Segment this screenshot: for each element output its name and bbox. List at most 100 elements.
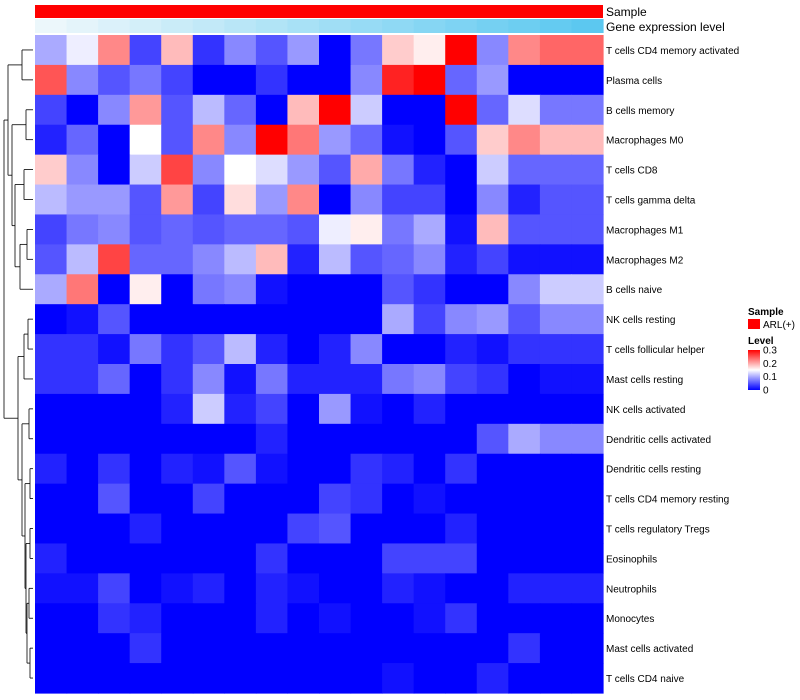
- heatmap-cell: [98, 453, 131, 485]
- heatmap-cell: [350, 274, 383, 305]
- heatmap-cell: [413, 35, 446, 66]
- heatmap-cell: [98, 423, 131, 455]
- heatmap-cell: [571, 214, 604, 245]
- heatmap-cell: [350, 513, 383, 545]
- heatmap-cell: [98, 573, 131, 604]
- heatmap-cell: [192, 94, 225, 126]
- heatmap-cell: [129, 453, 162, 485]
- heatmap-cell: [539, 483, 573, 515]
- legend-tick-label: 0.2: [763, 359, 777, 370]
- heatmap-cell: [445, 274, 478, 305]
- heatmap-cell: [35, 334, 68, 365]
- heatmap-cell: [287, 364, 320, 395]
- heatmap-cell: [539, 453, 573, 485]
- heatmap-cell: [508, 543, 541, 574]
- heatmap-cell: [255, 35, 289, 66]
- heatmap-cell: [255, 663, 289, 694]
- heatmap-cell: [476, 633, 509, 664]
- heatmap-cell: [445, 573, 478, 604]
- heatmap-cell: [508, 244, 541, 275]
- heatmap-cell: [98, 214, 131, 245]
- expression-annotation-cell: [571, 19, 604, 33]
- heatmap-cell: [129, 423, 162, 455]
- row-label: T cells CD4 memory resting: [606, 495, 729, 506]
- legend: Sample ARL(+) Level 0.3 0.2 0.1 0: [748, 307, 795, 397]
- heatmap-cell: [445, 154, 478, 186]
- heatmap-cell: [192, 663, 225, 694]
- heatmap-cell: [382, 64, 415, 96]
- heatmap-cell: [98, 64, 131, 96]
- heatmap-cell: [319, 64, 352, 96]
- heatmap-cell: [350, 244, 383, 275]
- heatmap-cell: [508, 364, 541, 395]
- heatmap-cell: [539, 603, 573, 634]
- expression-annotation-cell: [224, 19, 257, 33]
- heatmap-cell: [66, 663, 99, 694]
- legend-color-bar: [748, 350, 760, 390]
- heatmap-cell: [476, 214, 509, 245]
- heatmap-cell: [571, 274, 604, 305]
- expression-annotation-cell: [287, 19, 320, 33]
- heatmap-cell: [350, 184, 383, 216]
- heatmap-cell: [508, 304, 541, 335]
- heatmap-cell: [66, 214, 99, 245]
- heatmap-cell: [319, 304, 352, 335]
- heatmap-cell: [66, 603, 99, 634]
- expression-annotation-cell: [539, 19, 573, 33]
- heatmap-cell: [287, 663, 320, 694]
- heatmap-cell: [287, 633, 320, 664]
- heatmap-cell: [350, 603, 383, 634]
- heatmap-cell: [224, 184, 257, 216]
- heatmap-cell: [224, 35, 257, 66]
- heatmap-cell: [413, 214, 446, 245]
- heatmap-cell: [350, 453, 383, 485]
- heatmap-cell: [129, 64, 162, 96]
- heatmap-cell: [129, 543, 162, 574]
- heatmap-cell: [382, 35, 415, 66]
- row-label: T cells regulatory Tregs: [606, 525, 710, 536]
- heatmap-cell: [413, 244, 446, 275]
- heatmap-cell: [66, 244, 99, 275]
- heatmap-cell: [224, 633, 257, 664]
- heatmap-cell: [161, 64, 194, 96]
- heatmap-cell: [382, 663, 415, 694]
- heatmap-cell: [129, 663, 162, 694]
- row-label: T cells CD4 naive: [606, 674, 685, 685]
- heatmap-cell: [319, 124, 352, 156]
- heatmap-cell: [539, 94, 573, 126]
- heatmap-cell: [224, 64, 257, 96]
- heatmap-cell: [66, 154, 99, 186]
- heatmap-cell: [224, 124, 257, 156]
- heatmap-cell: [98, 513, 131, 545]
- heatmap-cell: [445, 364, 478, 395]
- heatmap-cell: [161, 573, 194, 604]
- heatmap-cell: [382, 633, 415, 664]
- heatmap-cell: [35, 94, 68, 126]
- heatmap-cell: [255, 543, 289, 574]
- heatmap-cell: [571, 423, 604, 455]
- heatmap-cell: [382, 184, 415, 216]
- heatmap-cell: [98, 663, 131, 694]
- heatmap-cell: [350, 64, 383, 96]
- heatmap-cell: [98, 244, 131, 275]
- heatmap-cell: [319, 423, 352, 455]
- heatmap-cell: [192, 573, 225, 604]
- heatmap-cell: [508, 573, 541, 604]
- heatmap-cell: [129, 154, 162, 186]
- heatmap-cell: [224, 334, 257, 365]
- heatmap-cell: [508, 513, 541, 545]
- heatmap-cell: [66, 393, 99, 425]
- expression-annotation-cell: [98, 19, 131, 33]
- expression-annotation-cell: [350, 19, 383, 33]
- heatmap-cell: [35, 543, 68, 574]
- heatmap-cell: [129, 274, 162, 305]
- expression-annotation-cell: [319, 19, 352, 33]
- heatmap-cell: [98, 35, 131, 66]
- heatmap-cell: [161, 154, 194, 186]
- heatmap-cell: [508, 35, 541, 66]
- heatmap-cell: [350, 35, 383, 66]
- heatmap-cell: [255, 64, 289, 96]
- heatmap-cell: [413, 633, 446, 664]
- heatmap-cell: [98, 94, 131, 126]
- expression-annotation-cell: [255, 19, 289, 33]
